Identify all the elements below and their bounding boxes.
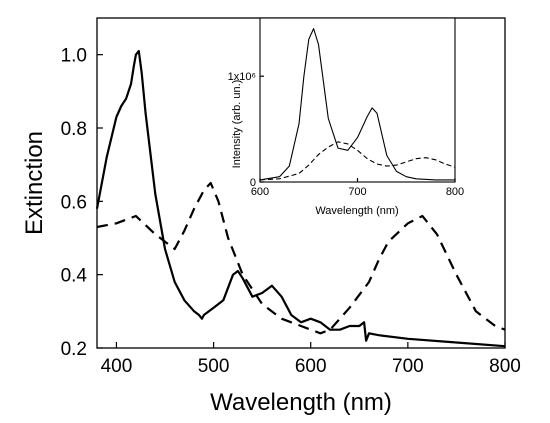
inset-series <box>259 28 456 181</box>
x-tick-label: 700 <box>392 356 424 377</box>
main-y-axis-title: Extinction <box>21 131 48 235</box>
inset-y-ticks: 0 1x10⁶ <box>228 71 264 189</box>
x-tick-label: 800 <box>489 356 521 377</box>
x-tick-label: 600 <box>251 186 269 198</box>
main-x-axis-title: Wavelength (nm) <box>210 389 392 416</box>
y-tick-label: 0 <box>250 177 256 189</box>
main-x-ticks: 400 500 600 700 800 <box>101 342 521 377</box>
y-tick-label: 1x10⁶ <box>228 71 256 83</box>
x-tick-label: 400 <box>101 356 133 377</box>
inset-y-axis-title: Intensity (arb. un.) <box>231 80 243 169</box>
series-solid <box>95 49 506 348</box>
y-tick-label: 0.2 <box>61 339 87 360</box>
x-tick-label: 800 <box>446 186 464 198</box>
series-dashed <box>259 141 456 181</box>
inset-plot-frame <box>259 17 456 183</box>
x-tick-label: 600 <box>295 356 327 377</box>
main-y-ticks: 0.2 0.4 0.6 0.8 1.0 <box>61 46 103 360</box>
x-tick-label: 700 <box>348 186 366 198</box>
y-tick-label: 0.8 <box>61 119 87 140</box>
series-dashed <box>96 181 506 335</box>
series-solid <box>259 28 455 181</box>
inset-plot: 600 700 800 0 1x10⁶ Wavelength (nm) Intensi… <box>228 17 464 217</box>
inset-x-axis-title: Wavelength (nm) <box>315 205 398 217</box>
y-tick-label: 1.0 <box>61 46 87 67</box>
y-tick-label: 0.6 <box>61 192 87 213</box>
y-tick-label: 0.4 <box>61 266 88 287</box>
inset-x-ticks: 600 700 800 <box>251 178 464 198</box>
main-plot: 400 500 600 700 800 0.2 0.4 0.6 0.8 1.0 Waveleng… <box>21 17 521 416</box>
main-series <box>95 49 506 348</box>
x-tick-label: 500 <box>198 356 230 377</box>
